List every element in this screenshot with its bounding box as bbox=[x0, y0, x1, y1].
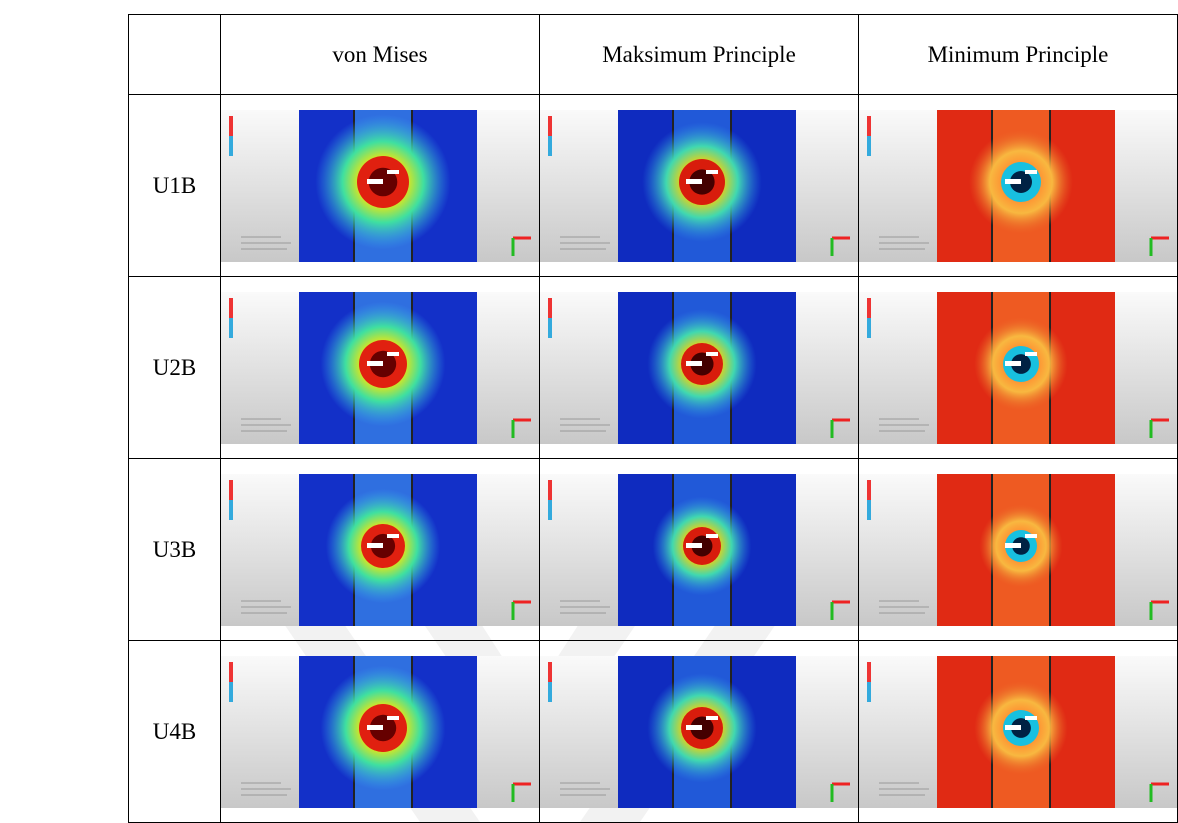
fea-image bbox=[859, 110, 1177, 262]
probe-label bbox=[387, 352, 399, 356]
probe-label bbox=[367, 725, 383, 730]
row-label: U2B bbox=[129, 277, 221, 459]
legend-scale bbox=[867, 500, 871, 520]
row-label: U1B bbox=[129, 95, 221, 277]
fea-image bbox=[540, 292, 858, 444]
legend-scale bbox=[548, 318, 552, 338]
image-cell bbox=[859, 641, 1178, 823]
legend-scale bbox=[548, 136, 552, 156]
image-cell bbox=[221, 277, 540, 459]
fea-image bbox=[540, 110, 858, 262]
probe-label bbox=[387, 170, 399, 174]
page: von Mises Maksimum Principle Minimum Pri… bbox=[0, 0, 1178, 822]
probe-label bbox=[1025, 352, 1037, 356]
legend-scale bbox=[229, 318, 233, 338]
probe-label bbox=[1005, 543, 1021, 548]
image-cell bbox=[540, 459, 859, 641]
image-cell bbox=[540, 277, 859, 459]
result-row: U3B bbox=[129, 459, 1178, 641]
header-row: von Mises Maksimum Principle Minimum Pri… bbox=[129, 15, 1178, 95]
probe-label bbox=[686, 361, 702, 366]
image-cell bbox=[859, 277, 1178, 459]
column-header: Maksimum Principle bbox=[540, 15, 859, 95]
probe-label bbox=[686, 725, 702, 730]
table-body: von Mises Maksimum Principle Minimum Pri… bbox=[129, 15, 1178, 823]
result-row: U4B bbox=[129, 641, 1178, 823]
fea-image bbox=[540, 656, 858, 808]
column-header: von Mises bbox=[221, 15, 540, 95]
probe-label bbox=[706, 352, 718, 356]
probe-label bbox=[686, 179, 702, 184]
corner-cell bbox=[129, 15, 221, 95]
results-table: von Mises Maksimum Principle Minimum Pri… bbox=[128, 14, 1178, 823]
fea-image bbox=[859, 292, 1177, 444]
legend-scale bbox=[548, 682, 552, 702]
fea-image bbox=[221, 292, 539, 444]
probe-label bbox=[387, 716, 399, 720]
fea-image bbox=[221, 110, 539, 262]
probe-label bbox=[1025, 716, 1037, 720]
image-cell bbox=[859, 95, 1178, 277]
row-label: U3B bbox=[129, 459, 221, 641]
probe-label bbox=[706, 716, 718, 720]
probe-label bbox=[1005, 179, 1021, 184]
image-cell bbox=[221, 95, 540, 277]
probe-label bbox=[706, 534, 718, 538]
fea-image bbox=[221, 474, 539, 626]
legend-scale bbox=[867, 682, 871, 702]
result-row: U2B bbox=[129, 277, 1178, 459]
fea-image bbox=[540, 474, 858, 626]
probe-label bbox=[367, 543, 383, 548]
image-cell bbox=[221, 459, 540, 641]
probe-label bbox=[367, 361, 383, 366]
fea-image bbox=[859, 656, 1177, 808]
legend-scale bbox=[548, 500, 552, 520]
legend-scale bbox=[867, 136, 871, 156]
probe-label bbox=[1025, 534, 1037, 538]
legend-scale bbox=[229, 136, 233, 156]
legend-scale bbox=[229, 682, 233, 702]
fea-image bbox=[221, 656, 539, 808]
fea-image bbox=[859, 474, 1177, 626]
image-cell bbox=[540, 641, 859, 823]
probe-label bbox=[706, 170, 718, 174]
column-header: Minimum Principle bbox=[859, 15, 1178, 95]
image-cell bbox=[540, 95, 859, 277]
probe-label bbox=[686, 543, 702, 548]
legend-scale bbox=[867, 318, 871, 338]
probe-label bbox=[1005, 725, 1021, 730]
probe-label bbox=[1005, 361, 1021, 366]
image-cell bbox=[859, 459, 1178, 641]
probe-label bbox=[387, 534, 399, 538]
probe-label bbox=[1025, 170, 1037, 174]
row-label: U4B bbox=[129, 641, 221, 823]
image-cell bbox=[221, 641, 540, 823]
result-row: U1B bbox=[129, 95, 1178, 277]
legend-scale bbox=[229, 500, 233, 520]
probe-label bbox=[367, 179, 383, 184]
